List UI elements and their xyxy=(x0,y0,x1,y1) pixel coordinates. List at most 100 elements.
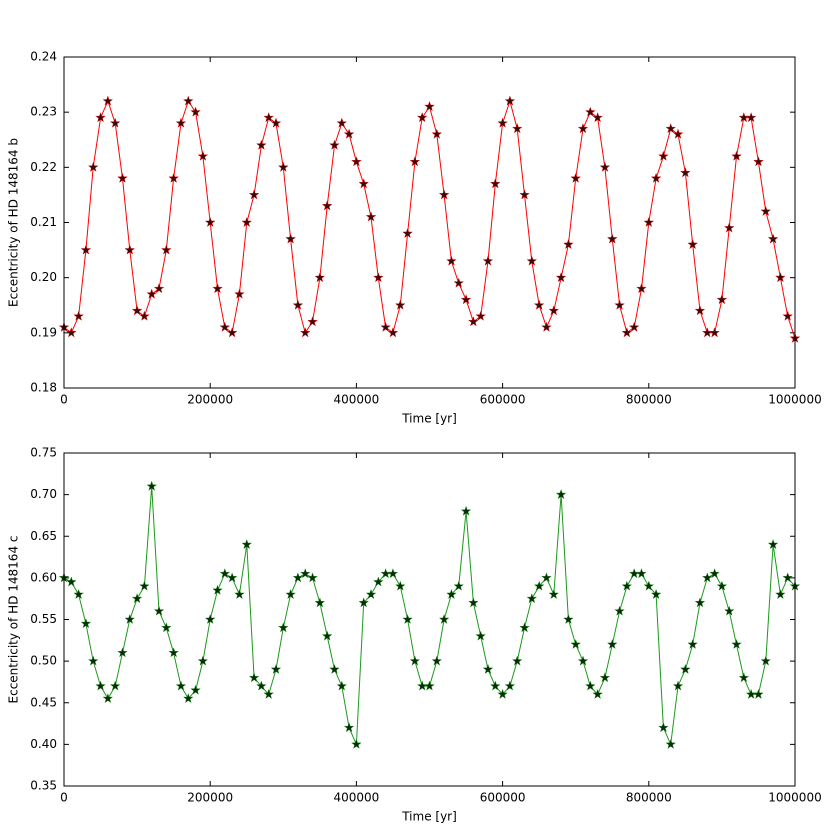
marker xyxy=(329,139,340,150)
marker xyxy=(511,655,523,666)
marker xyxy=(409,156,421,167)
marker xyxy=(563,239,574,250)
marker xyxy=(226,572,238,583)
plot-area xyxy=(64,453,795,786)
marker xyxy=(190,684,201,695)
marker xyxy=(650,588,662,600)
marker xyxy=(66,576,77,587)
marker xyxy=(117,172,128,183)
marker xyxy=(694,597,706,608)
marker xyxy=(533,299,545,310)
marker xyxy=(504,95,516,106)
marker xyxy=(680,167,691,178)
marker xyxy=(139,580,150,591)
marker xyxy=(709,327,720,338)
marker xyxy=(570,172,582,183)
marker xyxy=(621,327,633,338)
marker xyxy=(204,216,216,227)
marker xyxy=(775,588,786,600)
marker xyxy=(109,680,121,691)
marker xyxy=(606,638,618,649)
marker xyxy=(73,588,84,600)
marker xyxy=(723,605,735,616)
x-axis-label: Time [yr] xyxy=(401,412,457,426)
marker xyxy=(234,588,245,600)
marker xyxy=(738,672,750,683)
y-tick-label: 0.22 xyxy=(30,160,57,174)
x-tick-label: 0 xyxy=(60,393,68,407)
marker xyxy=(153,605,165,616)
marker xyxy=(548,588,560,600)
marker xyxy=(299,327,311,338)
marker xyxy=(665,123,677,134)
marker xyxy=(248,672,260,683)
marker xyxy=(336,680,348,691)
y-tick-label: 0.70 xyxy=(30,487,57,501)
marker xyxy=(263,112,274,123)
marker xyxy=(95,112,106,123)
marker xyxy=(453,580,465,591)
x-tick-label: 600000 xyxy=(480,393,526,407)
marker xyxy=(168,647,179,658)
marker xyxy=(599,161,611,172)
marker xyxy=(197,150,209,161)
y-tick-label: 0.75 xyxy=(30,446,57,460)
marker xyxy=(460,505,472,516)
marker xyxy=(402,613,413,624)
marker xyxy=(438,189,450,200)
marker xyxy=(190,106,201,117)
y-tick-label: 0.55 xyxy=(30,612,57,626)
marker xyxy=(709,568,720,579)
x-tick-label: 200000 xyxy=(187,393,233,407)
marker xyxy=(241,216,253,227)
marker xyxy=(658,722,669,733)
marker xyxy=(277,622,289,633)
marker xyxy=(672,680,684,691)
marker xyxy=(782,310,793,321)
marker xyxy=(643,580,655,591)
marker xyxy=(687,638,698,649)
marker xyxy=(468,316,479,327)
y-tick-label: 0.50 xyxy=(30,654,57,668)
marker xyxy=(66,327,77,338)
marker xyxy=(555,488,567,500)
marker xyxy=(373,576,384,587)
marker xyxy=(365,588,377,600)
marker xyxy=(212,283,223,294)
marker xyxy=(219,321,231,332)
x-tick-label: 1000000 xyxy=(768,393,821,407)
marker xyxy=(745,112,757,123)
marker xyxy=(416,112,428,123)
marker xyxy=(753,156,764,167)
y-tick-label: 0.19 xyxy=(30,325,57,339)
marker xyxy=(446,255,457,266)
marker xyxy=(117,647,128,658)
marker xyxy=(314,597,326,608)
x-tick-label: 400000 xyxy=(333,791,379,805)
marker xyxy=(687,238,698,250)
marker xyxy=(731,638,742,649)
marker xyxy=(87,655,99,666)
marker xyxy=(387,568,399,579)
marker xyxy=(680,663,691,674)
marker xyxy=(658,150,669,161)
marker xyxy=(570,638,582,649)
marker xyxy=(270,117,282,128)
plot-frame xyxy=(63,56,796,389)
marker xyxy=(585,680,596,691)
marker xyxy=(650,172,662,183)
marker xyxy=(548,305,560,316)
y-tick-label: 0.45 xyxy=(30,695,57,709)
marker xyxy=(731,150,742,161)
marker xyxy=(351,738,362,749)
marker xyxy=(182,692,194,704)
marker xyxy=(526,593,538,604)
y-axis-label: Eccentricity of HD 148164 c xyxy=(7,536,21,704)
y-tick-label: 0.23 xyxy=(30,105,57,119)
marker xyxy=(175,117,187,128)
y-tick-label: 0.21 xyxy=(30,215,57,229)
marker xyxy=(197,655,209,666)
marker xyxy=(102,692,114,704)
marker xyxy=(438,613,450,624)
